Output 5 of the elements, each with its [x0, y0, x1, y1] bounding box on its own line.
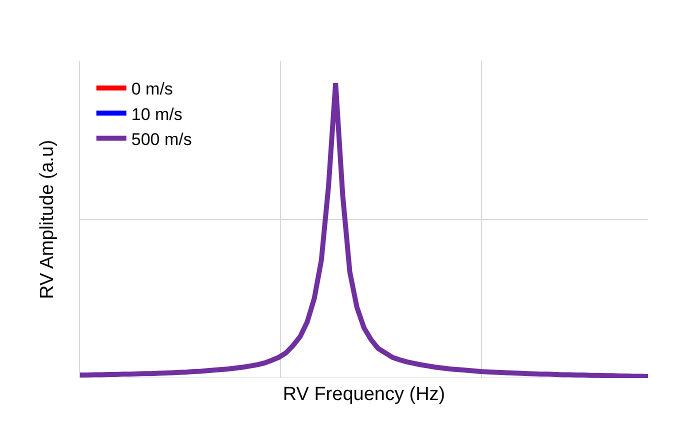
y-axis-title: RV Amplitude (a.u): [36, 140, 58, 300]
legend-label: 0 m/s: [131, 80, 173, 99]
legend-label: 10 m/s: [131, 104, 182, 124]
x-axis-title: RV Frequency (Hz): [282, 384, 446, 405]
legend-label: 500 m/s: [131, 130, 192, 149]
